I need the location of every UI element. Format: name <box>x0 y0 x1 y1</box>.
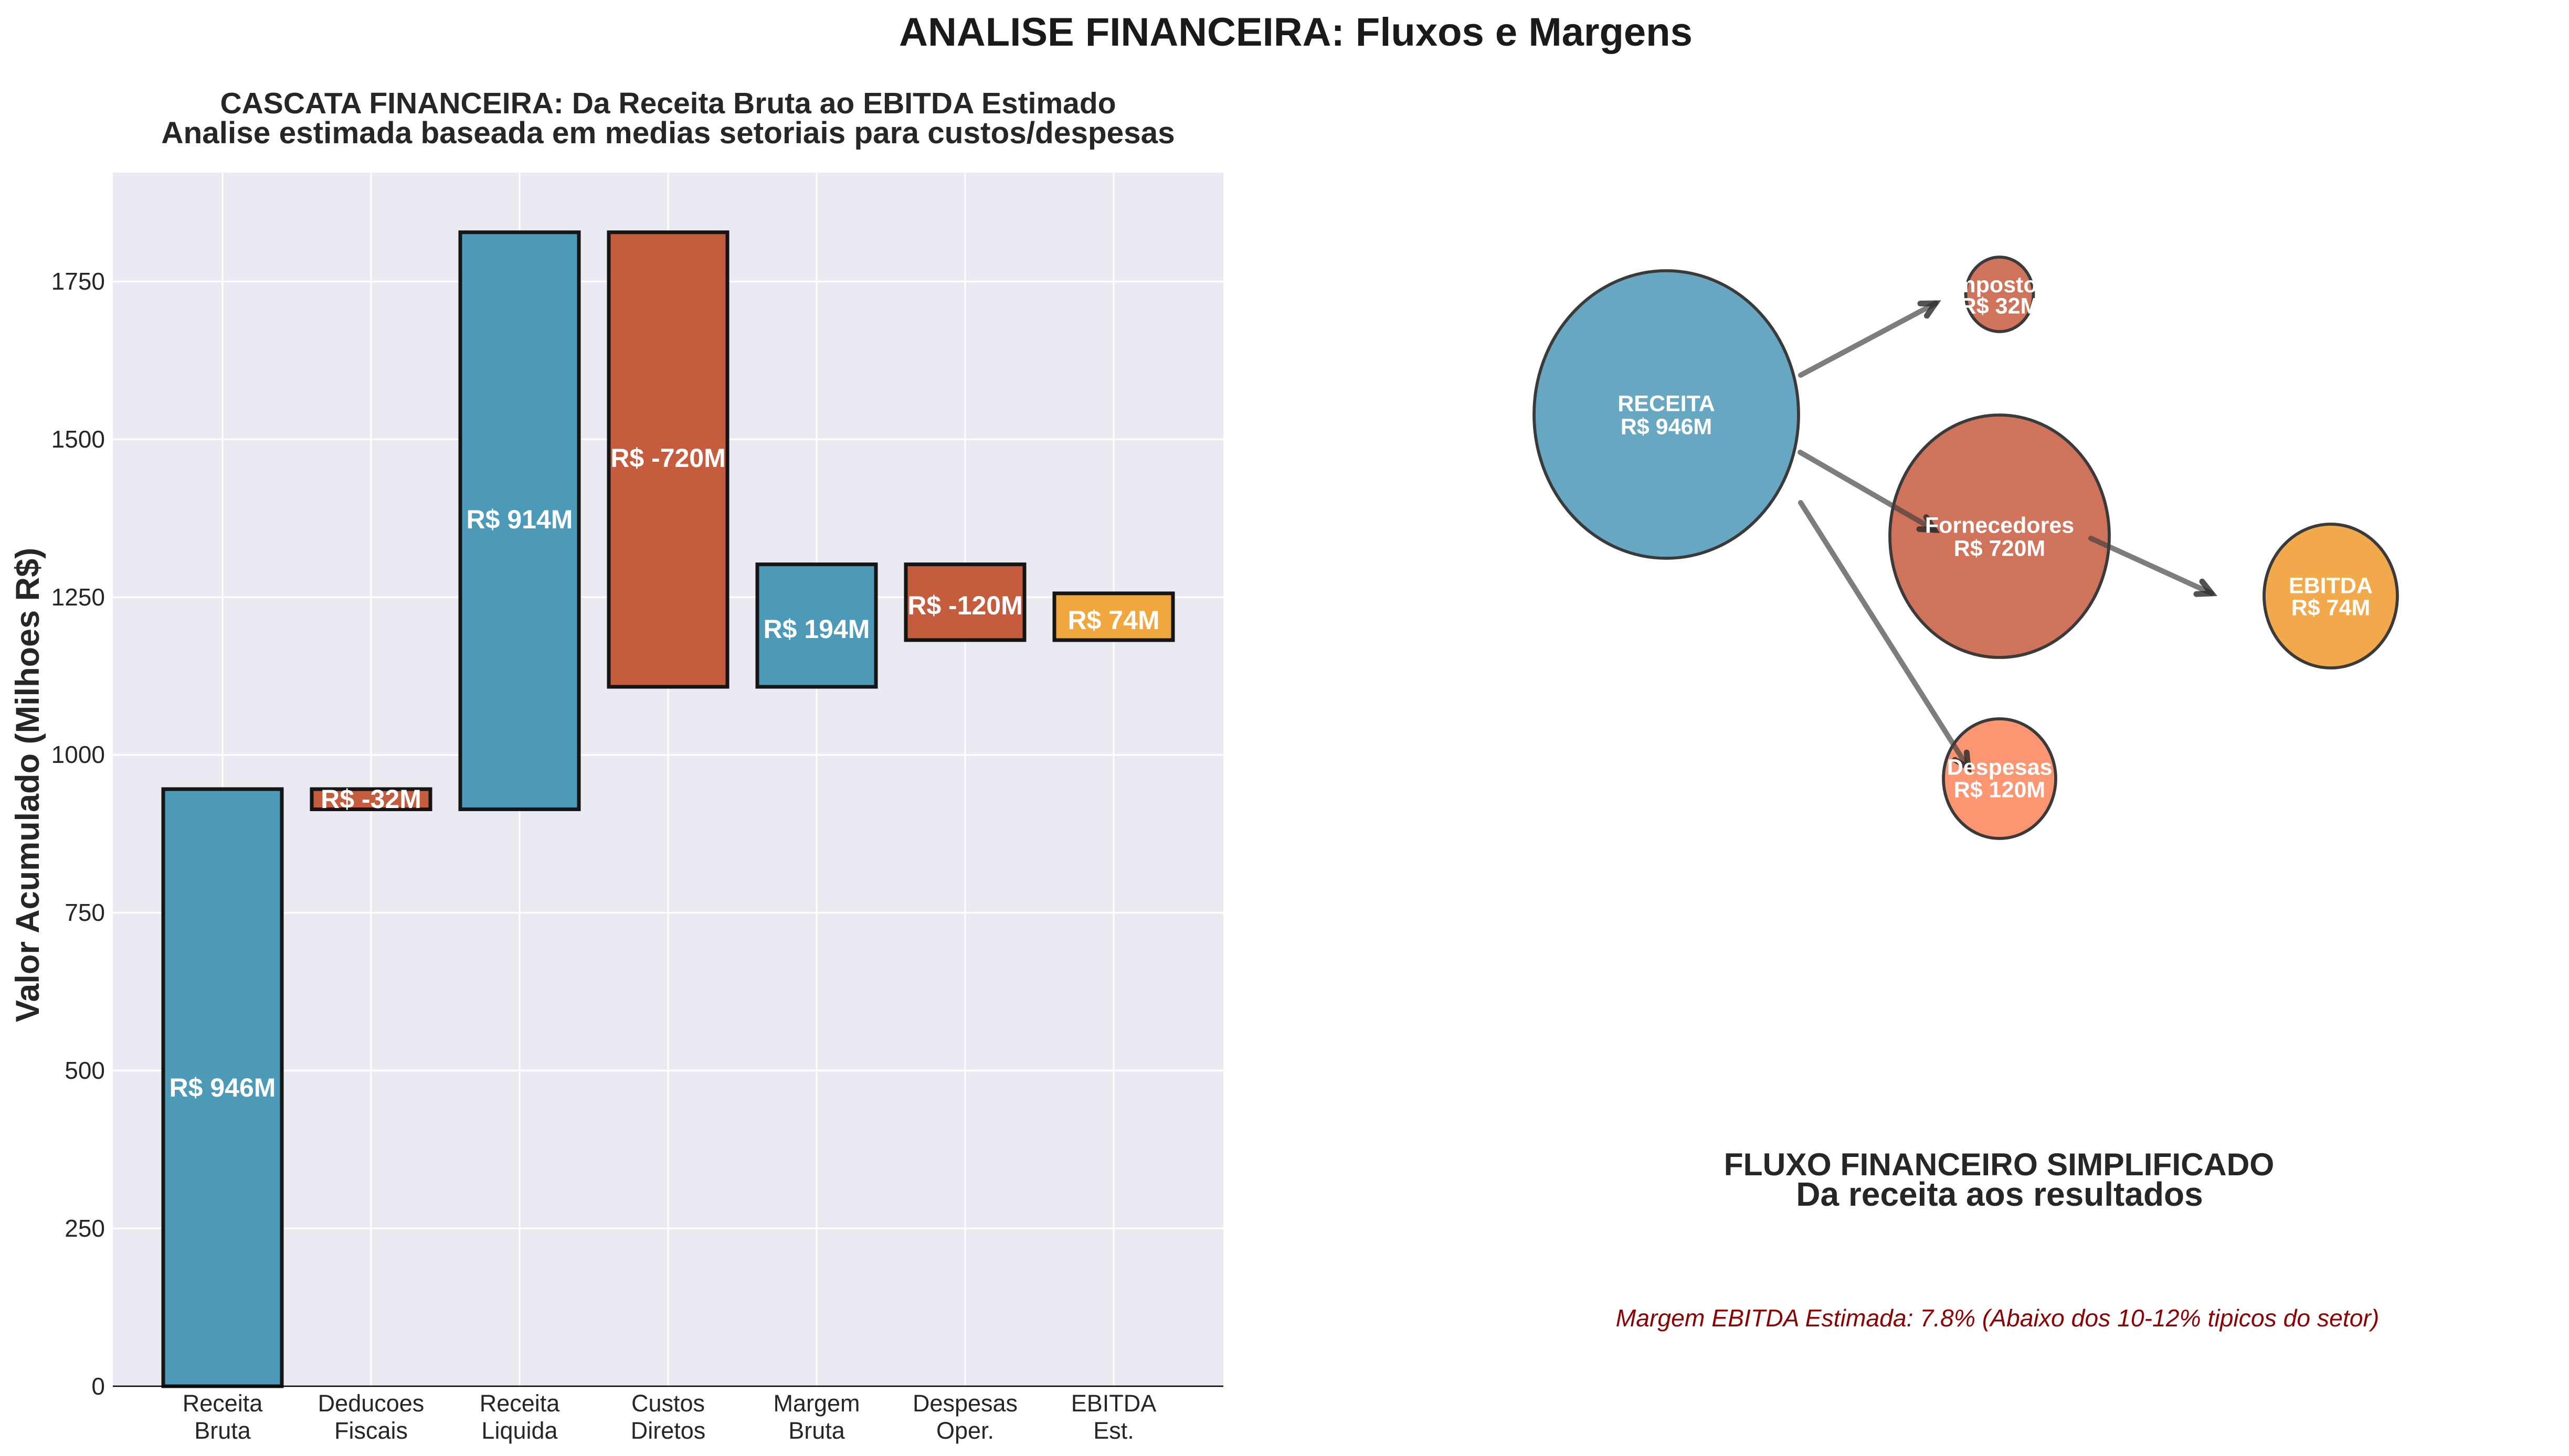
svg-text:R$ 720M: R$ 720M <box>1954 536 2045 561</box>
svg-text:Margem EBITDA Estimada: 7.8% (: Margem EBITDA Estimada: 7.8% (Abaixo dos… <box>1616 1304 2380 1332</box>
svg-text:750: 750 <box>65 899 105 926</box>
svg-text:Diretos: Diretos <box>631 1417 706 1444</box>
svg-text:Impostos: Impostos <box>1949 272 2049 297</box>
svg-text:Receita: Receita <box>183 1390 263 1417</box>
svg-text:Despesas: Despesas <box>1947 754 2053 780</box>
svg-text:500: 500 <box>65 1057 105 1084</box>
svg-text:250: 250 <box>65 1215 105 1242</box>
svg-text:CASCATA FINANCEIRA: Da Receita: CASCATA FINANCEIRA: Da Receita Bruta ao … <box>220 87 1116 120</box>
svg-text:Est.: Est. <box>1093 1417 1134 1444</box>
svg-text:Valor Acumulado (Milhoes R$): Valor Acumulado (Milhoes R$) <box>9 548 46 1022</box>
svg-text:R$ 914M: R$ 914M <box>467 505 573 534</box>
svg-text:Deducoes: Deducoes <box>318 1390 425 1417</box>
svg-text:R$ 946M: R$ 946M <box>1621 414 1712 439</box>
svg-text:Bruta: Bruta <box>194 1417 251 1444</box>
svg-text:R$ 74M: R$ 74M <box>1067 605 1159 635</box>
svg-text:RECEITA: RECEITA <box>1617 391 1715 416</box>
svg-text:Margem: Margem <box>773 1390 860 1417</box>
svg-text:1750: 1750 <box>51 268 105 295</box>
svg-text:FLUXO FINANCEIRO SIMPLIFICADO: FLUXO FINANCEIRO SIMPLIFICADO <box>1724 1146 2275 1182</box>
svg-text:Receita: Receita <box>480 1390 561 1417</box>
svg-text:1250: 1250 <box>51 583 105 611</box>
svg-text:Fiscais: Fiscais <box>334 1417 408 1444</box>
svg-text:Da receita aos resultados: Da receita aos resultados <box>1796 1175 2203 1213</box>
svg-text:Despesas: Despesas <box>913 1390 1018 1417</box>
svg-text:0: 0 <box>91 1373 105 1400</box>
svg-text:R$ -32M: R$ -32M <box>321 784 421 814</box>
svg-text:EBITDA: EBITDA <box>1071 1390 1157 1417</box>
svg-text:R$ 194M: R$ 194M <box>764 614 870 644</box>
svg-text:Bruta: Bruta <box>788 1417 845 1444</box>
svg-text:R$ 946M: R$ 946M <box>170 1073 276 1102</box>
svg-text:Custos: Custos <box>631 1390 705 1417</box>
svg-text:Fornecedores: Fornecedores <box>1925 513 2074 538</box>
svg-text:Analise estimada baseada em me: Analise estimada baseada em medias setor… <box>161 116 1175 150</box>
svg-text:R$ -120M: R$ -120M <box>907 591 1023 620</box>
svg-text:R$ 74M: R$ 74M <box>2291 595 2371 620</box>
svg-text:R$ 32M: R$ 32M <box>1960 293 2039 318</box>
svg-text:ANALISE FINANCEIRA: Fluxos e M: ANALISE FINANCEIRA: Fluxos e Margens <box>899 10 1693 55</box>
svg-text:Oper.: Oper. <box>936 1417 994 1444</box>
svg-text:EBITDA: EBITDA <box>2289 573 2373 598</box>
svg-text:R$ -720M: R$ -720M <box>610 443 726 473</box>
svg-text:Liquida: Liquida <box>481 1417 558 1444</box>
svg-text:1500: 1500 <box>51 426 105 453</box>
svg-text:1000: 1000 <box>51 741 105 768</box>
svg-text:R$ 120M: R$ 120M <box>1954 777 2045 802</box>
